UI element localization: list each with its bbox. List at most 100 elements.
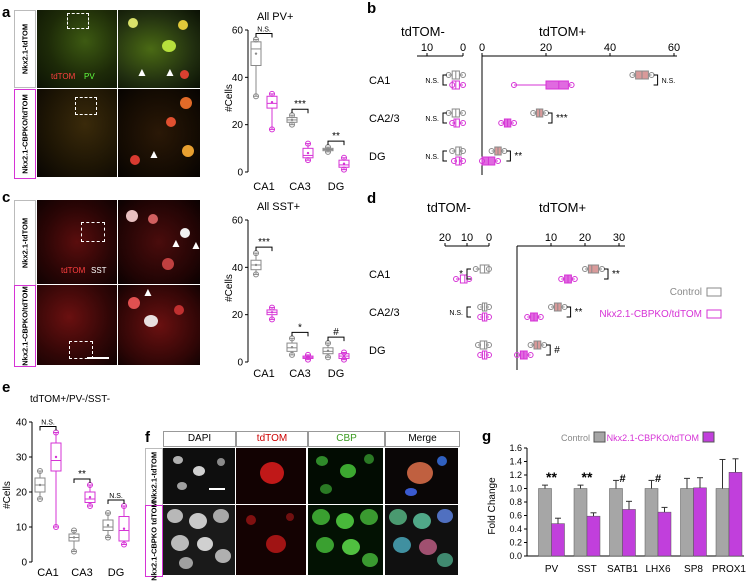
row-label-control-f: Nkx2.1-tdTOM (145, 448, 163, 506)
g-ytick-label: 0.8 (509, 497, 522, 507)
svg-e-point (121, 541, 127, 548)
svg-c-ytick-label: 20 (232, 310, 244, 321)
svg-e-mean (88, 496, 92, 499)
svg-d-sig-bracket (604, 268, 609, 280)
legend-g-control: Control (561, 433, 590, 443)
svg-a-ytick-label: 60 (232, 26, 244, 37)
svg-b-point (449, 120, 456, 126)
svg-e-sig-label: N.S. (109, 493, 123, 500)
chart-a: All PV+ #Cells 0 20 40 60 CA1 N.S. CA3 *** DG ** (224, 11, 350, 190)
micrograph-f-merge-control (385, 448, 458, 504)
svg-c-ytick-label: 0 (237, 358, 243, 369)
svg-b-point (460, 72, 466, 78)
svg-c-point (341, 349, 347, 356)
svg-b-tick-label: 0 (479, 42, 485, 54)
svg-e-ytick-label: 20 (16, 488, 28, 499)
g-sig-label: ** (546, 469, 557, 485)
svg-e-mean (122, 527, 126, 530)
chart-e: tdTOM+/PV-/SST- #Cells 0 10 20 30 40 CA1 N.S. C… (2, 394, 130, 578)
row-label-ko-c: Nkx2.1-CBPKO/tdTOM (14, 285, 36, 367)
svg-a-sig-label: ** (332, 131, 340, 142)
svg-b-category-label: CA2/3 (369, 113, 400, 125)
svg-b-point (488, 148, 495, 154)
micrograph-a-control-high: ▲ ▲ (118, 10, 200, 88)
svg-b-point (451, 158, 457, 164)
svg-e-xtick-label: CA3 (71, 567, 92, 578)
micrograph-c-ko-low (37, 285, 117, 365)
chart-d-left-title: tdTOM- (427, 200, 471, 215)
svg-b-sig-label: ** (514, 151, 522, 162)
legend-d-control-swatch (706, 287, 722, 297)
svg-d-point (486, 266, 492, 272)
svg-a-mean (254, 52, 258, 55)
row-label-ko-a: Nkx2.1-CBPKO/tdTOM (14, 89, 36, 179)
svg-a-ytick-label: 0 (237, 168, 243, 179)
svg-a-mean (306, 151, 310, 155)
svg-b-point (629, 72, 636, 78)
svg-d-point (571, 276, 578, 282)
svg-d-sig-label: # (554, 345, 560, 356)
svg-c-xtick-label: DG (328, 368, 345, 380)
svg-c-point (269, 316, 275, 323)
panel-label-b: b (367, 0, 377, 17)
svg-a-sig-bracket (327, 140, 345, 146)
svg-a-sig-label: N.S. (257, 26, 271, 33)
row-label-ko-f: Nkx2.1-CBPKO tdTOM (145, 501, 163, 581)
svg-b-sig-label: N.S. (662, 78, 676, 85)
svg-b-tick-label: 20 (540, 42, 552, 54)
svg-e-point (37, 468, 43, 474)
micrograph-c-control-low: tdTOM SST (37, 200, 117, 284)
svg-b-tick-label: 60 (668, 42, 680, 54)
svg-b-sig-label: *** (556, 113, 568, 124)
svg-b-point (449, 148, 456, 154)
svg-b-category-label: CA1 (369, 75, 390, 87)
svg-a-point (341, 166, 347, 173)
g-ytick-label: 1.2 (509, 470, 522, 480)
svg-e-ytick-label: 0 (21, 558, 27, 569)
svg-d-point (453, 276, 459, 282)
svg-e-mean (54, 455, 58, 459)
svg-d-sig-bracket (566, 306, 572, 318)
micrograph-a-control-low: tdTOM PV (37, 10, 117, 88)
chart-d-right-title: tdTOM+ (539, 200, 586, 215)
svg-a-point (341, 154, 347, 161)
svg-b-box (455, 156, 462, 166)
svg-c-point (305, 351, 311, 358)
micrograph-a-ko-low (37, 89, 117, 177)
svg-b-point (479, 158, 485, 164)
chart-c-ylabel: #Cells (224, 274, 235, 302)
g-sig-label: # (655, 473, 661, 485)
micrograph-c-ko-high: ▲ (118, 285, 200, 365)
svg-d-category-label: CA2/3 (369, 307, 400, 319)
g-ytick-label: 0.6 (509, 511, 522, 521)
svg-d-sig-label: * (459, 269, 463, 280)
g-sig-label: ** (582, 469, 593, 485)
g-ytick-label: 1.6 (509, 443, 522, 453)
svg-c-xtick-label: CA1 (253, 368, 274, 380)
svg-b-point (530, 110, 537, 116)
svg-d-tick-label: 20 (579, 232, 591, 244)
chart-b: tdTOM- tdTOM+ 10 0 0 20 40 60 CA1 N.S. N.S. CA2/3… (369, 24, 680, 175)
svg-d-box (479, 340, 488, 350)
svg-a-point (253, 93, 259, 100)
svg-d-sig-bracket (466, 306, 471, 318)
svg-c-sig-label: *** (258, 237, 270, 248)
svg-b-box (453, 118, 460, 128)
chart-e-ylabel: #Cells (2, 481, 13, 509)
svg-b-sig-bracket (653, 74, 659, 86)
svg-d-point (548, 304, 554, 310)
svg-d-point (524, 314, 531, 320)
svg-e-point (53, 524, 59, 530)
svg-c-point (341, 356, 347, 363)
stain-label-pv: PV (84, 72, 95, 81)
micrograph-f-tdtom-control (236, 448, 306, 504)
panel-label-a: a (2, 4, 11, 21)
svg-d-sig-bracket (466, 268, 471, 280)
legend-d-ko: Nkx2.1-CBPKO/tdTOM (599, 309, 702, 320)
svg-c-sig-label: # (333, 327, 339, 338)
svg-d-point (514, 352, 520, 358)
header-dapi: DAPI (163, 431, 236, 447)
svg-b-point (460, 120, 466, 126)
chart-g-ylabel: Fold Change (487, 477, 498, 535)
